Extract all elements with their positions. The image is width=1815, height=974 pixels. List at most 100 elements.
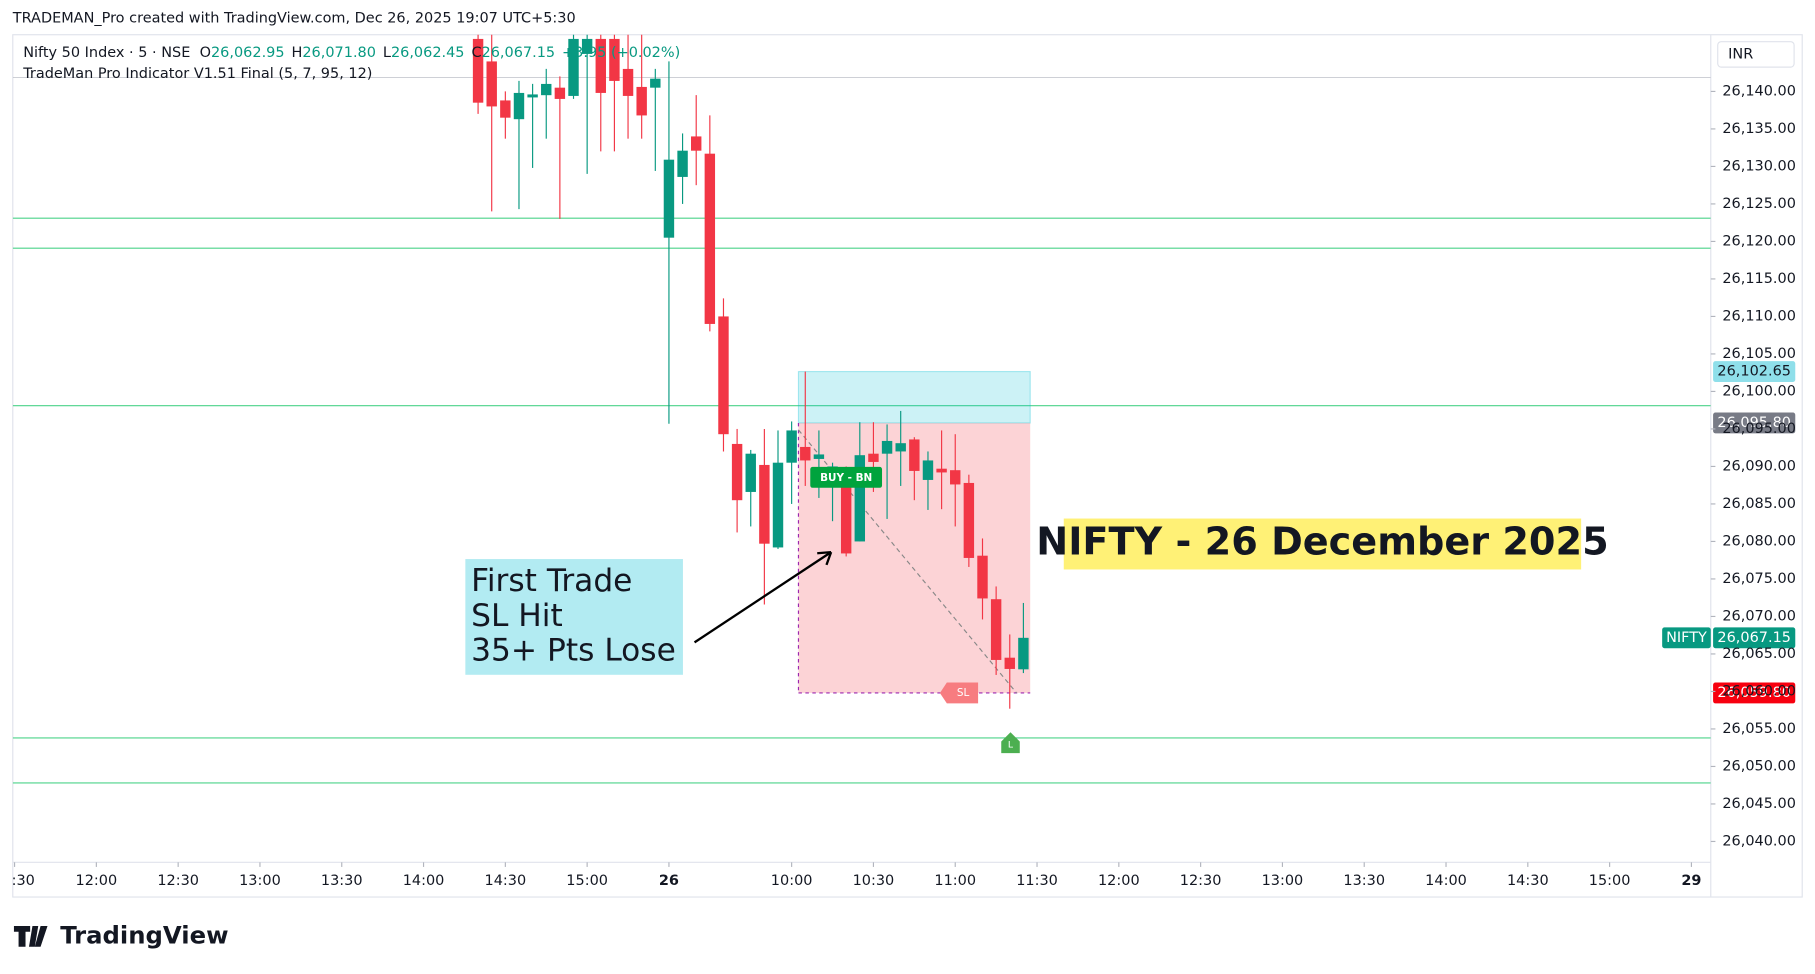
x-tick-label: 12:30 — [1180, 873, 1222, 889]
logo-text: TradingView — [60, 920, 228, 949]
y-tick-label: 26,060.00 — [1722, 683, 1796, 699]
l-tag — [1001, 732, 1020, 754]
candle-body — [554, 87, 566, 99]
legend-key: C — [471, 45, 481, 61]
candle-body — [990, 599, 1002, 660]
legend-value: 26,062.95 — [211, 45, 285, 61]
x-tick-label: 10:30 — [853, 873, 895, 889]
x-tick-label: 15:00 — [1589, 873, 1631, 889]
candle-body — [718, 316, 729, 435]
candle-body — [541, 83, 552, 96]
x-tick-label: 13:00 — [239, 873, 281, 889]
l-label: L — [1008, 740, 1014, 751]
title-box — [1063, 518, 1582, 570]
y-tick-label: 26,090.00 — [1722, 458, 1796, 474]
candle-body — [486, 61, 497, 107]
candle-body — [895, 443, 906, 452]
candle-body — [636, 86, 647, 116]
x-tick-label: 12:00 — [76, 873, 118, 889]
y-tick-label: 26,130.00 — [1722, 158, 1796, 174]
x-tick-label: 11:30 — [1016, 873, 1058, 889]
y-tick-label: 26,040.00 — [1722, 833, 1796, 849]
candle-body — [1018, 637, 1029, 670]
x-tick-label: 13:30 — [1343, 873, 1385, 889]
legend-key: O — [200, 45, 211, 61]
y-tick-label: 26,095.00 — [1722, 421, 1796, 437]
candle-body — [854, 455, 866, 542]
price-tag-label: 26,059.80 — [1717, 685, 1791, 701]
price-tag — [1713, 627, 1796, 649]
candle-body — [500, 100, 511, 118]
price-tag — [1713, 682, 1796, 704]
callout-arrowhead — [817, 550, 833, 566]
candle-body — [786, 430, 797, 463]
candle-body — [609, 38, 620, 81]
candle-body — [840, 485, 852, 554]
x-tick-label: 14:30 — [485, 873, 527, 889]
symbol-tag — [1662, 627, 1711, 649]
y-tick-label: 26,075.00 — [1722, 571, 1796, 587]
overlay: Nifty 50 Index · 5 · NSE O 26,062.95 H 26,07… — [22, 45, 1796, 754]
candle-body — [704, 153, 716, 324]
plot — [12, 34, 1711, 784]
y-tick-label: 26,045.00 — [1722, 796, 1796, 812]
x-tick-label: 14:00 — [1425, 873, 1467, 889]
header: TRADEMAN_Pro created with TradingView.co… — [12, 11, 576, 27]
y-tick-label: 26,100.00 — [1722, 383, 1796, 399]
candle-body — [868, 453, 879, 462]
y-tick-label: 26,065.00 — [1722, 646, 1796, 662]
callout-line: 35+ Pts Lose — [471, 633, 676, 669]
candle-body — [977, 555, 988, 599]
x-tick-label: 15:00 — [566, 873, 608, 889]
y-tick-label: 26,125.00 — [1722, 196, 1796, 212]
candle-body — [568, 38, 579, 96]
price-tag — [1713, 361, 1796, 382]
y-tick-label: 26,120.00 — [1722, 233, 1796, 249]
candle-body — [622, 68, 634, 96]
candle-body — [745, 453, 756, 492]
x-tick-label: 13:00 — [1262, 873, 1304, 889]
sl-label: SL — [957, 687, 970, 699]
candle-body — [936, 468, 947, 473]
y-tick-label: 26,110.00 — [1722, 308, 1796, 324]
y-tick-label: 26,115.00 — [1722, 271, 1796, 287]
candle-body — [881, 440, 893, 454]
price-tag-label: 26,095.80 — [1717, 415, 1791, 431]
callout-line: First Trade — [471, 563, 632, 599]
x-tick-label: 10:00 — [771, 873, 813, 889]
candle-body — [595, 38, 606, 93]
currency[interactable]: INR — [1728, 46, 1753, 62]
candle-body — [963, 482, 975, 558]
candle-body — [513, 92, 525, 120]
chart-title: NIFTY - 26 December 2025 — [1036, 521, 1608, 565]
candle-body — [663, 159, 675, 238]
logo-mark — [13, 925, 48, 947]
sl-tag — [939, 682, 979, 704]
x-tick-label: 14:00 — [403, 873, 445, 889]
buy-label: BUY - BN — [820, 472, 872, 484]
candle-body — [581, 38, 593, 54]
x-tick-label: 12:30 — [157, 873, 199, 889]
legend-symbol: Nifty 50 Index · 5 · NSE — [23, 45, 190, 61]
legend-change: +3.95 (+0.02%) — [562, 45, 680, 61]
y-tick-label: 26,105.00 — [1722, 346, 1796, 362]
y-tick-label: 26,080.00 — [1722, 533, 1796, 549]
candle-body — [527, 94, 538, 98]
legend-value: 26,067.15 — [482, 45, 556, 61]
candle-body — [922, 460, 934, 480]
price-tag-label: 26,102.65 — [1717, 364, 1791, 380]
y-tick-label: 26,140.00 — [1722, 83, 1796, 99]
x-tick-label: 26 — [659, 873, 679, 889]
currency-box[interactable] — [1717, 41, 1795, 68]
x-tick-label: :30 — [12, 873, 35, 889]
candle-body — [731, 443, 743, 501]
callout-box — [465, 559, 683, 675]
y-tick-label: 26,070.00 — [1722, 608, 1796, 624]
price-tag-label: 26,067.15 — [1717, 630, 1791, 646]
price-tag — [1713, 412, 1796, 434]
target-zone — [797, 370, 1031, 424]
legend-value: 26,071.80 — [302, 45, 376, 61]
x-tick-label: 29 — [1681, 873, 1701, 889]
